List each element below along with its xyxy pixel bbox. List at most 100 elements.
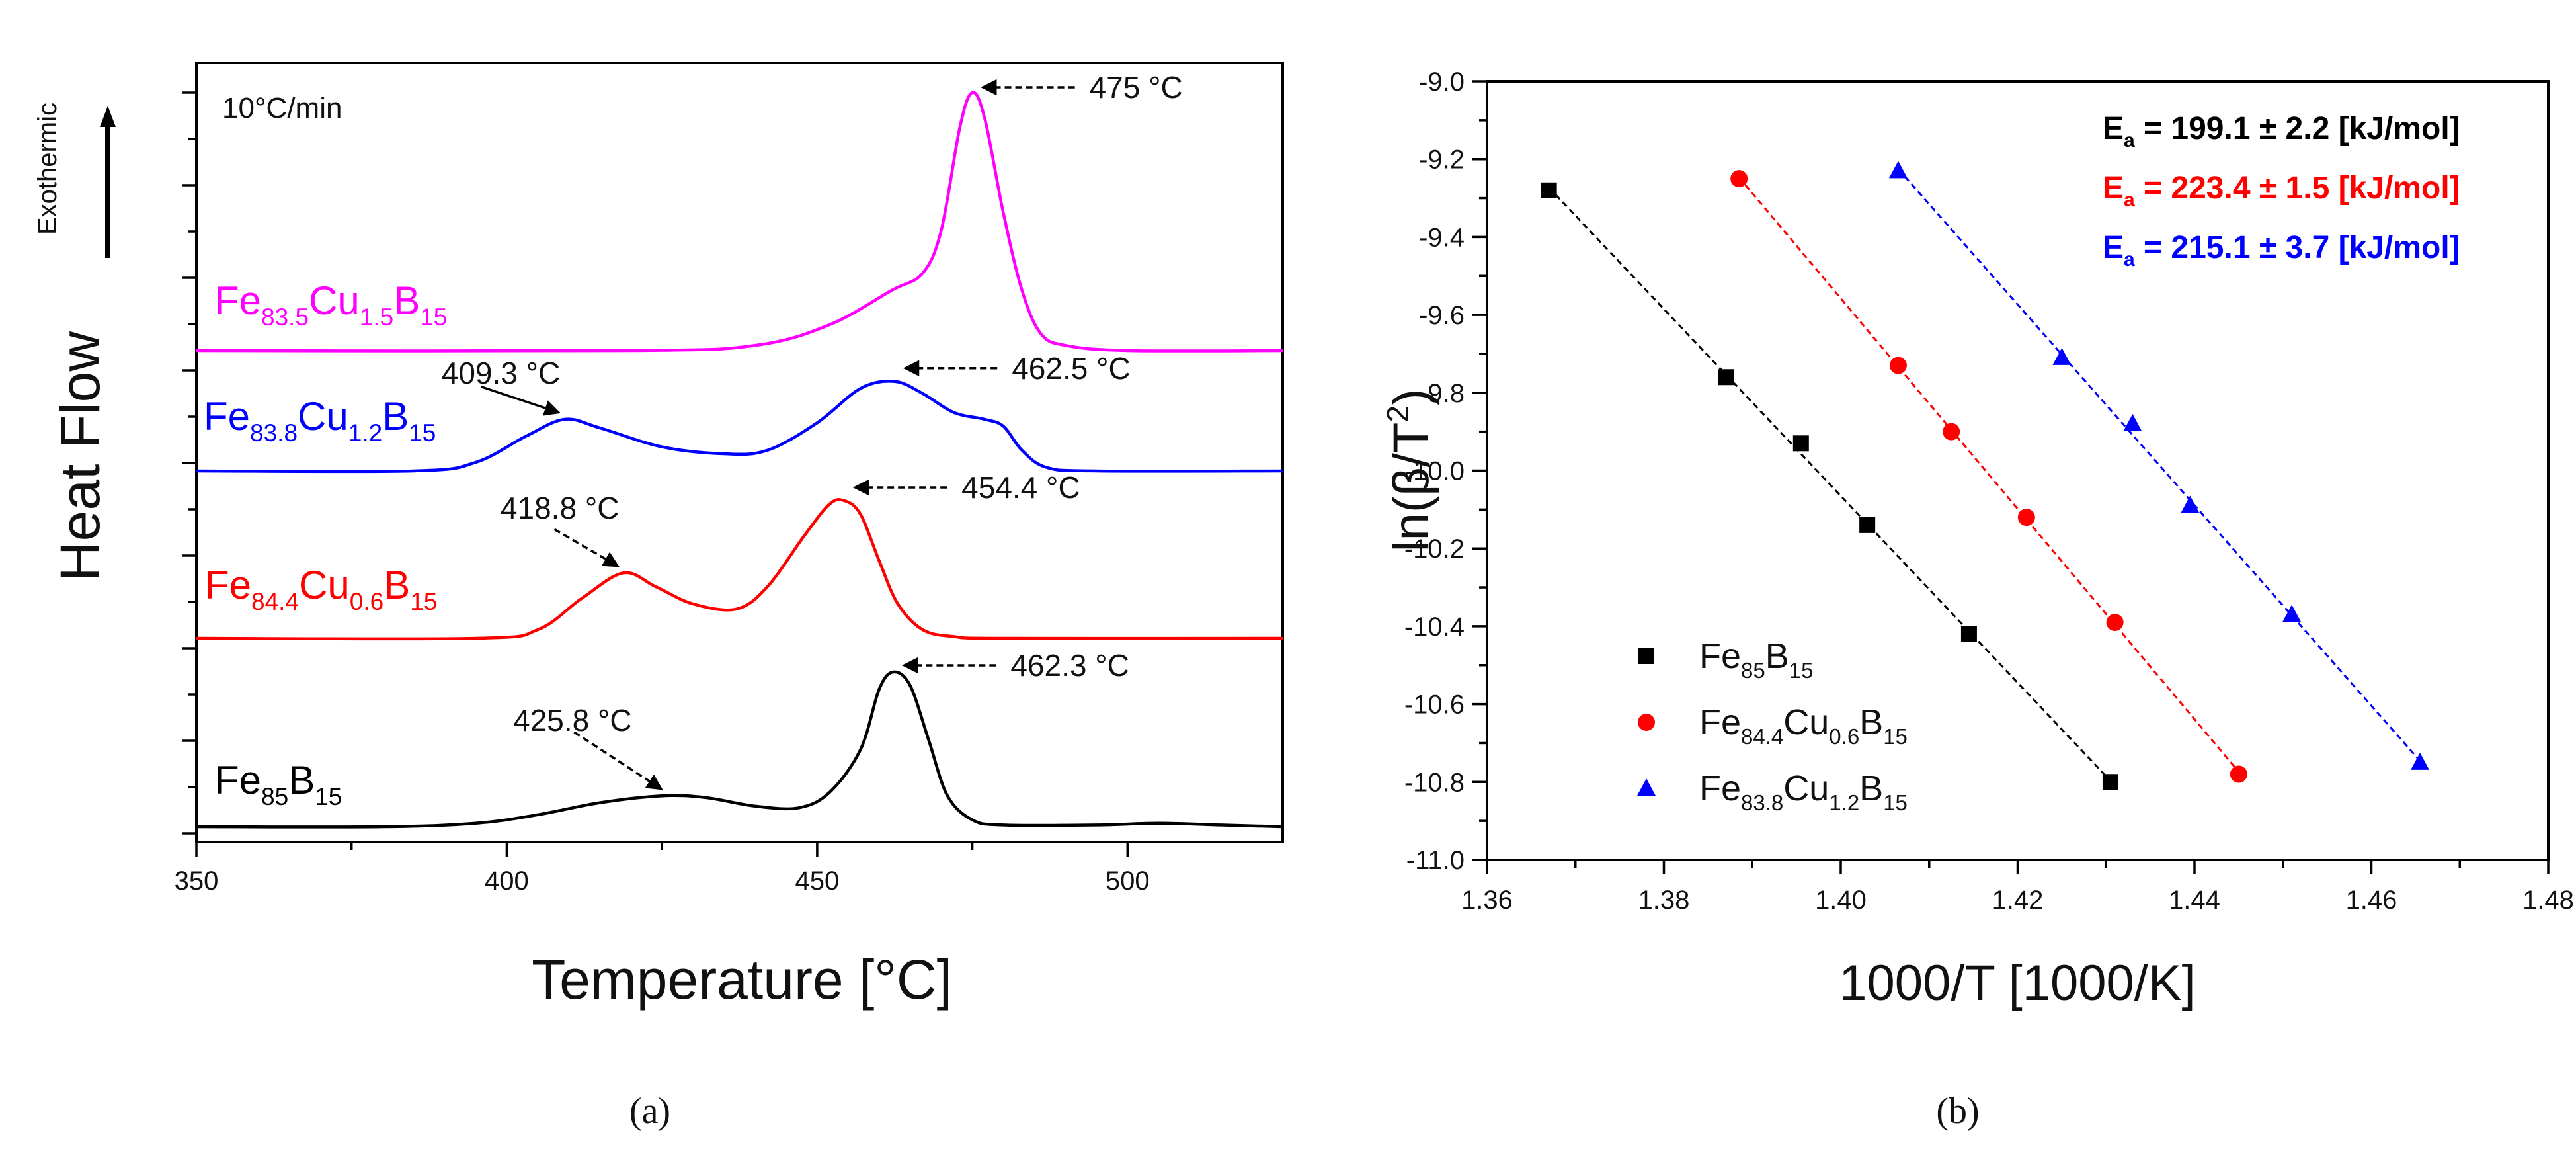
formula-subscript: 84.4 (1741, 724, 1783, 749)
ea-symbol: E (2103, 171, 2124, 206)
x-tick-label: 450 (795, 866, 839, 896)
formula-element: Cu (299, 563, 350, 607)
panel-b-x-ticks: 1.36 1.38 1.40 1.42 1.44 1.46 1.48 (1461, 860, 2574, 915)
panel-b-data-points (1541, 161, 2430, 790)
formula-element: Fe (1699, 769, 1741, 808)
y-tick-label: -9.4 (1419, 223, 1465, 252)
peak-label: 462.3 °C (1010, 648, 1129, 683)
legend-marker-fe838cu12b15 (1637, 778, 1656, 796)
ea-value: = 215.1 ± 3.7 [kJ/mol] (2135, 230, 2460, 265)
curve-fe85b15 (196, 670, 1283, 829)
ea-subscript: a (2124, 130, 2135, 151)
formula-subscript: 0.6 (350, 588, 383, 615)
formula-fe85b15: Fe85B15 (215, 758, 342, 810)
x-tick-label: 1.44 (2169, 886, 2220, 915)
panel-b-x-axis-label: 1000/T [1000/K] (1839, 955, 2195, 1011)
data-point-fe838cu12b15 (2282, 605, 2302, 622)
formula-fe844cu06b15: Fe84.4Cu0.6B15 (205, 563, 437, 615)
formula-subscript: 15 (420, 304, 447, 331)
data-point-fe838cu12b15 (2181, 495, 2200, 513)
panel-a-x-ticks: 350 400 450 500 (175, 842, 1150, 896)
panel-b-kissinger: 1000/T [1000/K] ln(β/T2) 1.36 1.38 1.40 1.4… (1381, 67, 2574, 1132)
data-point-fe838cu12b15 (2123, 413, 2142, 431)
heating-rate-label: 10°C/min (222, 92, 342, 124)
curve-fe838cu12b15 (196, 380, 1283, 474)
formula-subscript: 15 (1883, 724, 1908, 749)
formula-fe835cu15b15: Fe83.5Cu1.5B15 (215, 278, 447, 331)
legend-label-fe838cu12b15: Fe83.8Cu1.2B15 (1699, 769, 1908, 815)
formula-subscript: 1.5 (360, 304, 393, 331)
formula-element: Fe (1699, 636, 1741, 676)
peak-label: 462.5 °C (1012, 351, 1131, 386)
formula-subscript: 15 (410, 588, 437, 615)
data-point-fe85b15 (1718, 369, 1734, 386)
panel-b-y-axis-label: ln(β/T2) (1381, 389, 1439, 552)
legend-marker-fe844cu06b15 (1638, 714, 1655, 731)
data-point-fe844cu06b15 (1943, 423, 1960, 441)
formula-subscript: 1.2 (1829, 790, 1859, 815)
formula-subscript: 85 (261, 783, 288, 810)
curve-fe835cu15b15 (196, 91, 1283, 353)
ea-value: = 199.1 ± 2.2 [kJ/mol] (2135, 111, 2460, 146)
y-tick-label: -10.8 (1404, 768, 1465, 797)
formula-element: Cu (1783, 769, 1829, 808)
formula-element: B (1765, 636, 1789, 676)
peak-arrow (573, 731, 663, 790)
data-point-fe85b15 (1792, 435, 1809, 452)
formula-subscript: 85 (1741, 658, 1765, 683)
y-tick-label: -9.6 (1419, 301, 1465, 330)
formula-element: Fe (205, 563, 251, 607)
legend-marker-fe85b15 (1638, 648, 1654, 664)
formula-subscript: 15 (315, 783, 342, 810)
ea-symbol: E (2103, 230, 2124, 265)
panel-a-frame (195, 62, 1284, 843)
formula-element: Fe (1699, 702, 1741, 742)
formula-subscript: 1.2 (348, 419, 382, 446)
data-point-fe844cu06b15 (1889, 357, 1907, 374)
formula-element: Cu (309, 278, 360, 323)
exothermic-label: Exothermic (33, 103, 62, 235)
x-tick-label: 500 (1106, 866, 1150, 896)
panel-a-y-axis-label: Heat Flow (49, 331, 111, 581)
panel-a-curves (196, 91, 1283, 829)
x-tick-label: 1.42 (1992, 886, 2044, 915)
y-label-sup: 2 (1381, 405, 1415, 423)
legend-item-fe838cu12b15: Fe83.8Cu1.2B15 (1637, 769, 1908, 815)
data-point-fe838cu12b15 (2411, 752, 2430, 770)
formula-fe838cu12b15: Fe83.8Cu1.2B15 (204, 394, 436, 446)
x-tick-label: 1.36 (1461, 886, 1513, 915)
legend-item-fe85b15: Fe85B15 (1638, 636, 1814, 683)
curve-fe844cu06b15 (196, 497, 1283, 641)
formula-subscript: 15 (1789, 658, 1814, 683)
ea-subscript: a (2124, 249, 2135, 271)
y-tick-label: -10.6 (1404, 691, 1465, 720)
fit-line-fe844cu06b15 (1738, 177, 2240, 773)
panel-b-y-ticks: -9.0 -9.2 -9.4 -9.6 -9.8 -10.0 -10.2 -10.4 -10.6… (1404, 67, 1487, 875)
formula-subscript: 15 (409, 419, 436, 446)
legend-item-fe844cu06b15: Fe84.4Cu0.6B15 (1638, 702, 1908, 749)
y-tick-label: -10.4 (1404, 612, 1465, 642)
y-label-main: ln(β/T (1383, 423, 1439, 552)
data-point-fe85b15 (1960, 626, 1977, 642)
activation-energy-fe85b15: Ea = 199.1 ± 2.2 [kJ/mol] (2103, 111, 2460, 151)
panel-a-curve-labels: Fe85B15Fe84.4Cu0.6B15Fe83.8Cu1.2B15Fe83.… (204, 278, 447, 810)
peak-label: 454.4 °C (961, 470, 1080, 505)
panel-b-activation-energies: Ea = 199.1 ± 2.2 [kJ/mol]Ea = 223.4 ± 1.… (2103, 111, 2460, 271)
fit-line-fe85b15 (1548, 187, 2112, 782)
data-point-fe85b15 (1541, 182, 1557, 198)
ea-subscript: a (2124, 189, 2135, 211)
x-tick-label: 1.48 (2522, 886, 2574, 915)
formula-subscript: 84.4 (251, 588, 299, 615)
peak-label: 425.8 °C (513, 703, 632, 737)
panel-a-x-axis-label: Temperature [°C] (532, 948, 952, 1011)
x-tick-label: 1.46 (2346, 886, 2397, 915)
panel-b-caption: (b) (1936, 1091, 1979, 1132)
peak-arrow (480, 385, 561, 416)
data-point-fe844cu06b15 (1730, 170, 1748, 188)
ea-symbol: E (2103, 111, 2124, 146)
formula-element: B (382, 394, 409, 439)
data-point-fe85b15 (2102, 774, 2118, 790)
panel-a-heat-flow: Temperature [°C] Heat Flow Exothermic 10… (33, 62, 1284, 1132)
peak-label: 418.8 °C (501, 491, 620, 525)
